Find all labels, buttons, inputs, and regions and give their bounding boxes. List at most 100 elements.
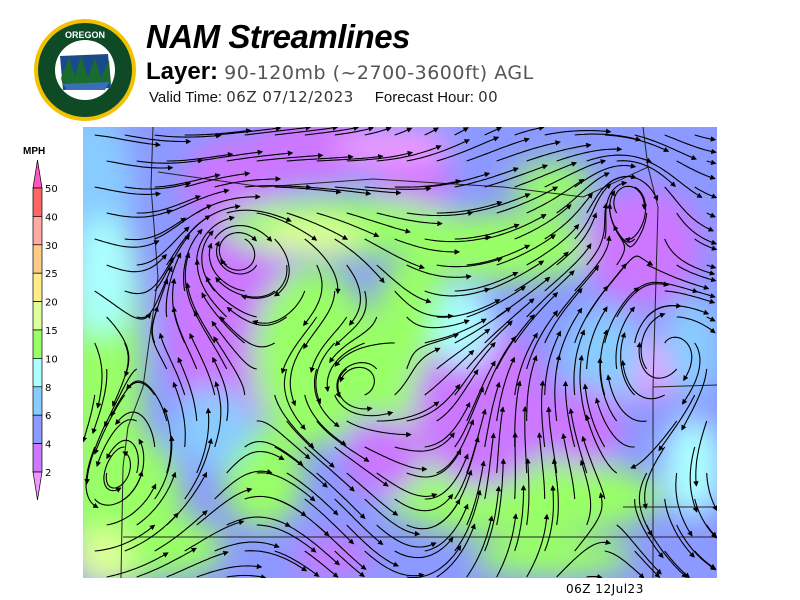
- streamline: [94, 290, 152, 320]
- streamline: [286, 420, 335, 468]
- streamline: [634, 499, 664, 559]
- streamline: [694, 290, 716, 299]
- streamline: [406, 544, 462, 578]
- streamline: [394, 493, 454, 512]
- streamline: [226, 150, 294, 162]
- streamline: [376, 524, 437, 548]
- streamline: [124, 512, 179, 552]
- streamline: [207, 242, 245, 292]
- streamline: [436, 523, 476, 578]
- streamline: [316, 212, 380, 238]
- colorbar-tick-label: 10: [45, 354, 58, 365]
- streamline: [597, 357, 618, 422]
- wind-streamline-map: [83, 127, 717, 578]
- streamline: [334, 186, 402, 196]
- colorbar-segment: [32, 414, 43, 444]
- streamline: [525, 458, 531, 526]
- wind-speed-region: [433, 287, 493, 367]
- streamline: [484, 336, 517, 396]
- streamline: [574, 133, 642, 142]
- streamline: [496, 458, 507, 526]
- streamline: [106, 160, 174, 171]
- streamline: [642, 446, 666, 510]
- streamline: [244, 550, 308, 572]
- streamline: [526, 178, 585, 214]
- streamline: [466, 193, 531, 214]
- streamline: [334, 342, 395, 367]
- streamline: [334, 238, 385, 284]
- wind-speed-region: [173, 387, 253, 467]
- streamline: [454, 167, 519, 188]
- streamline: [466, 285, 527, 318]
- streamline: [394, 347, 441, 396]
- wind-speed-region: [413, 327, 553, 487]
- streamline: [376, 212, 443, 227]
- streamline: [586, 154, 653, 163]
- streamline: [544, 287, 583, 344]
- streamline: [436, 299, 501, 318]
- streamline: [335, 362, 378, 398]
- streamline: [316, 524, 367, 570]
- colorbar-tick-label: 50: [45, 184, 58, 195]
- streamline: [346, 472, 399, 516]
- colorbar-segment: [32, 187, 43, 217]
- streamline: [211, 320, 257, 370]
- streamline: [664, 550, 690, 578]
- streamline: [424, 127, 439, 136]
- colorbar-tick-label: 30: [45, 241, 58, 252]
- colorbar-segment: [32, 216, 43, 246]
- streamline: [124, 217, 187, 241]
- time-info: Valid Time: 06Z 07/12/2023 Forecast Hour…: [149, 88, 498, 106]
- streamline: [91, 368, 108, 435]
- streamline: [105, 451, 131, 489]
- colorbar: 50 40 30 25 20 15 10 8 6 4 2: [32, 159, 58, 501]
- streamline: [424, 503, 469, 552]
- streamline: [154, 435, 175, 500]
- streamline: [304, 186, 372, 196]
- streamline: [244, 127, 312, 136]
- streamline: [94, 342, 103, 409]
- streamline: [136, 266, 173, 319]
- streamline: [514, 204, 572, 240]
- valid-time-label: Valid Time:: [149, 89, 223, 106]
- streamline: [689, 446, 698, 513]
- wind-speed-region: [473, 537, 633, 577]
- streamline: [286, 524, 341, 566]
- colorbar-tick-label: 25: [45, 269, 58, 280]
- streamline: [706, 316, 716, 322]
- streamline: [166, 151, 234, 162]
- streamline: [394, 238, 461, 255]
- streamline: [154, 132, 222, 139]
- wind-speed-region: [343, 417, 423, 497]
- streamline: [466, 244, 531, 266]
- streamline: [544, 330, 561, 396]
- layer-value: 90-120mb (~2700-3600ft) AGL: [224, 62, 534, 84]
- streamline: [394, 127, 413, 136]
- streamline: [286, 154, 354, 162]
- streamline: [394, 432, 455, 452]
- streamline: [84, 420, 108, 485]
- chart-title: NAM Streamlines: [146, 18, 410, 55]
- streamline: [364, 186, 432, 192]
- streamline: [658, 394, 696, 452]
- streamline: [214, 381, 222, 448]
- streamline: [454, 386, 484, 448]
- streamline: [466, 320, 513, 370]
- streamline: [424, 401, 471, 448]
- streamline: [106, 483, 157, 526]
- wind-speed-region: [83, 217, 133, 337]
- streamline: [219, 316, 275, 348]
- streamline: [676, 264, 717, 283]
- streamline: [484, 164, 549, 188]
- streamline: [256, 212, 318, 241]
- colorbar-segment: [32, 329, 43, 359]
- streamline: [244, 440, 304, 466]
- streamline: [154, 173, 221, 188]
- streamline: [694, 550, 717, 570]
- streamline: [220, 238, 256, 271]
- streamline: [640, 312, 666, 370]
- streamline: [551, 458, 559, 526]
- streamline: [334, 550, 365, 578]
- streamline: [454, 223, 520, 240]
- streamline: [636, 341, 678, 379]
